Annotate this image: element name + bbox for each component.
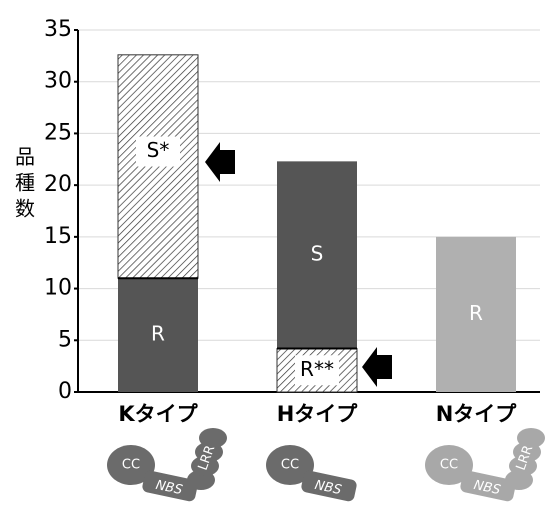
y-tick-label: 30 (44, 69, 72, 94)
y-tick-label: 20 (44, 172, 72, 197)
x-tick-label: Kタイプ (118, 402, 198, 426)
domain-label: CC (281, 458, 299, 473)
y-tick-label: 0 (58, 379, 72, 404)
segment-label: R (469, 301, 483, 325)
x-tick-label: Nタイプ (436, 402, 518, 426)
y-axis-label: 品種数 (12, 146, 36, 224)
arrow (205, 142, 235, 182)
arrow (362, 347, 392, 387)
segment-label: S (311, 241, 324, 265)
y-tick-label: 25 (44, 120, 72, 145)
y-tick-label: 5 (58, 327, 72, 352)
chart: 品種数 05101520253035RS*KタイプCCNBSLRRR**SHタイ… (0, 0, 545, 505)
segment-label: S* (147, 138, 170, 162)
segment-label: R (151, 322, 165, 346)
segment-label: R** (300, 357, 334, 381)
y-tick-label: 10 (44, 276, 72, 301)
y-tick-label: 15 (44, 224, 72, 249)
y-tick-label: 35 (44, 17, 72, 42)
domain-label: CC (122, 458, 140, 473)
domain-label: CC (440, 458, 458, 473)
x-tick-label: Hタイプ (277, 402, 359, 426)
